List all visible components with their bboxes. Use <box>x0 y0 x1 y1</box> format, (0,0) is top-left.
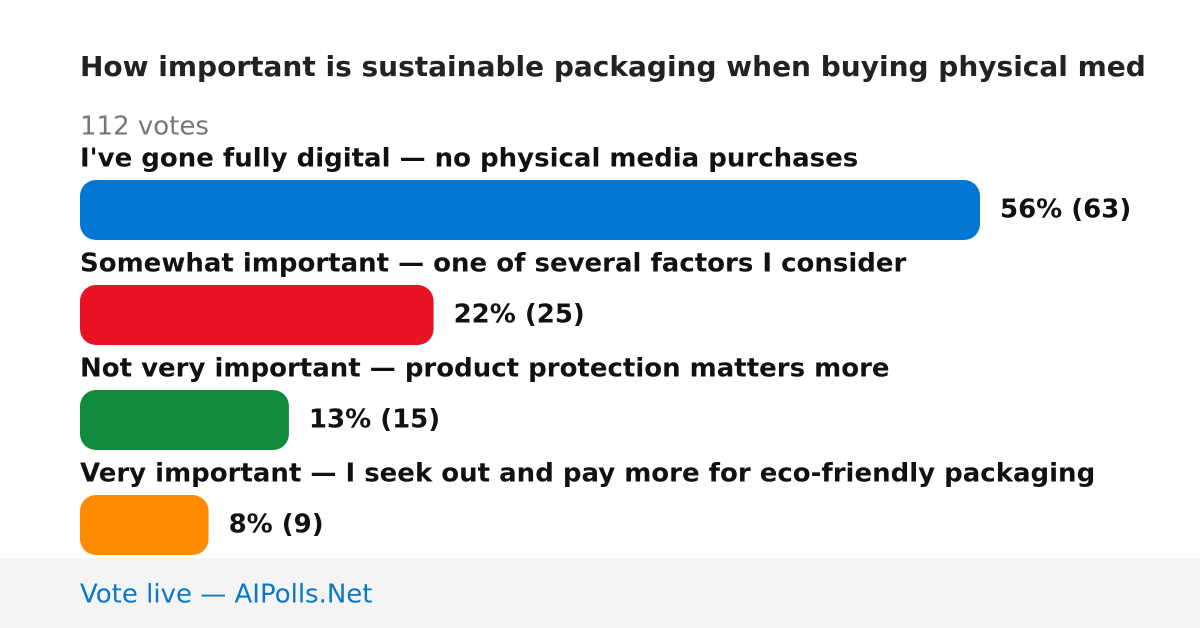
option-label: Very important — I seek out and pay more… <box>80 459 1095 489</box>
bar <box>80 495 209 555</box>
value-label: 56% (63) <box>1000 195 1131 225</box>
footer-link[interactable]: Vote live — AIPolls.Net <box>80 580 373 610</box>
bar <box>80 180 980 240</box>
bar <box>80 285 434 345</box>
option-label: Not very important — product protection … <box>80 354 890 384</box>
value-label: 22% (25) <box>454 300 585 330</box>
vote-count: 112 votes <box>80 112 209 142</box>
bar <box>80 390 289 450</box>
value-label: 13% (15) <box>309 405 440 435</box>
poll-title: How important is sustainable packaging w… <box>80 50 1146 83</box>
option-label: Somewhat important — one of several fact… <box>80 249 907 279</box>
value-label: 8% (9) <box>229 510 324 540</box>
option-label: I've gone fully digital — no physical me… <box>80 144 858 174</box>
footer-band <box>0 558 1200 628</box>
